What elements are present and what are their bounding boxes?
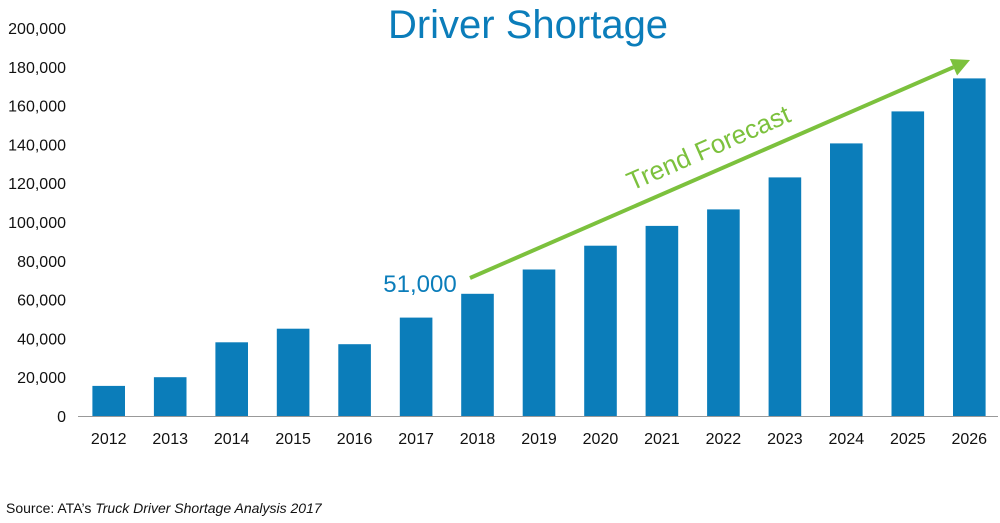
bar-2012 — [92, 385, 125, 416]
bars-group — [92, 78, 986, 417]
y-tick-label: 180,000 — [8, 60, 66, 77]
bar-2023 — [768, 177, 802, 416]
trend-forecast-arrow — [469, 58, 970, 280]
y-tick-label: 100,000 — [8, 215, 66, 232]
bar-2013 — [153, 377, 187, 416]
bar-2026 — [953, 78, 986, 417]
bar-2019 — [522, 269, 556, 416]
y-tick-label: 80,000 — [17, 254, 66, 271]
y-tick-label: 160,000 — [8, 99, 66, 116]
x-tick-label: 2024 — [829, 431, 865, 448]
source-prefix: Source: ATA’s — [6, 500, 96, 516]
x-tick-label: 2018 — [460, 431, 496, 448]
bar-2015 — [276, 328, 310, 416]
trend-arrow-line — [469, 65, 955, 280]
x-tick-label: 2013 — [152, 431, 188, 448]
x-tick-label: 2014 — [214, 431, 250, 448]
x-tick-label: 2021 — [644, 431, 680, 448]
y-tick-label: 40,000 — [17, 331, 66, 348]
x-tick-label: 2012 — [91, 431, 127, 448]
chart-title: Driver Shortage — [388, 3, 668, 47]
x-tick-label: 2026 — [951, 431, 987, 448]
x-tick-label: 2016 — [337, 431, 373, 448]
bar-2014 — [215, 342, 248, 416]
bar-2022 — [707, 209, 740, 416]
x-axis: 2012 2013 2014 2015 2016 2017 2018 2019 2020 2021… — [91, 431, 987, 448]
y-tick-label: 20,000 — [17, 370, 66, 387]
bar-2024 — [830, 143, 863, 416]
y-tick-label: 120,000 — [8, 176, 66, 193]
x-tick-label: 2022 — [706, 431, 742, 448]
y-tick-label: 140,000 — [8, 137, 66, 154]
y-tick-label: 0 — [57, 409, 66, 426]
bar-2020 — [584, 245, 617, 416]
trend-arrow-head — [949, 58, 970, 76]
source-note: Source: ATA’s Truck Driver Shortage Anal… — [6, 500, 322, 516]
y-axis: 0 20,000 40,000 60,000 80,000 100,000 120,000 1… — [8, 21, 66, 426]
y-tick-label: 60,000 — [17, 293, 66, 310]
bar-2025 — [891, 111, 925, 417]
x-tick-label: 2025 — [890, 431, 926, 448]
x-tick-label: 2020 — [583, 431, 619, 448]
bar-2016 — [338, 344, 371, 416]
source-title: Truck Driver Shortage Analysis 2017 — [95, 500, 322, 516]
x-tick-label: 2015 — [275, 431, 311, 448]
x-tick-label: 2023 — [767, 431, 803, 448]
bar-2017 — [399, 317, 433, 416]
x-tick-label: 2017 — [398, 431, 434, 448]
y-tick-label: 200,000 — [8, 21, 66, 38]
bar-2018 — [461, 293, 494, 416]
bar-2021 — [645, 225, 679, 416]
x-tick-label: 2019 — [521, 431, 557, 448]
callout-51000: 51,000 — [383, 271, 456, 298]
